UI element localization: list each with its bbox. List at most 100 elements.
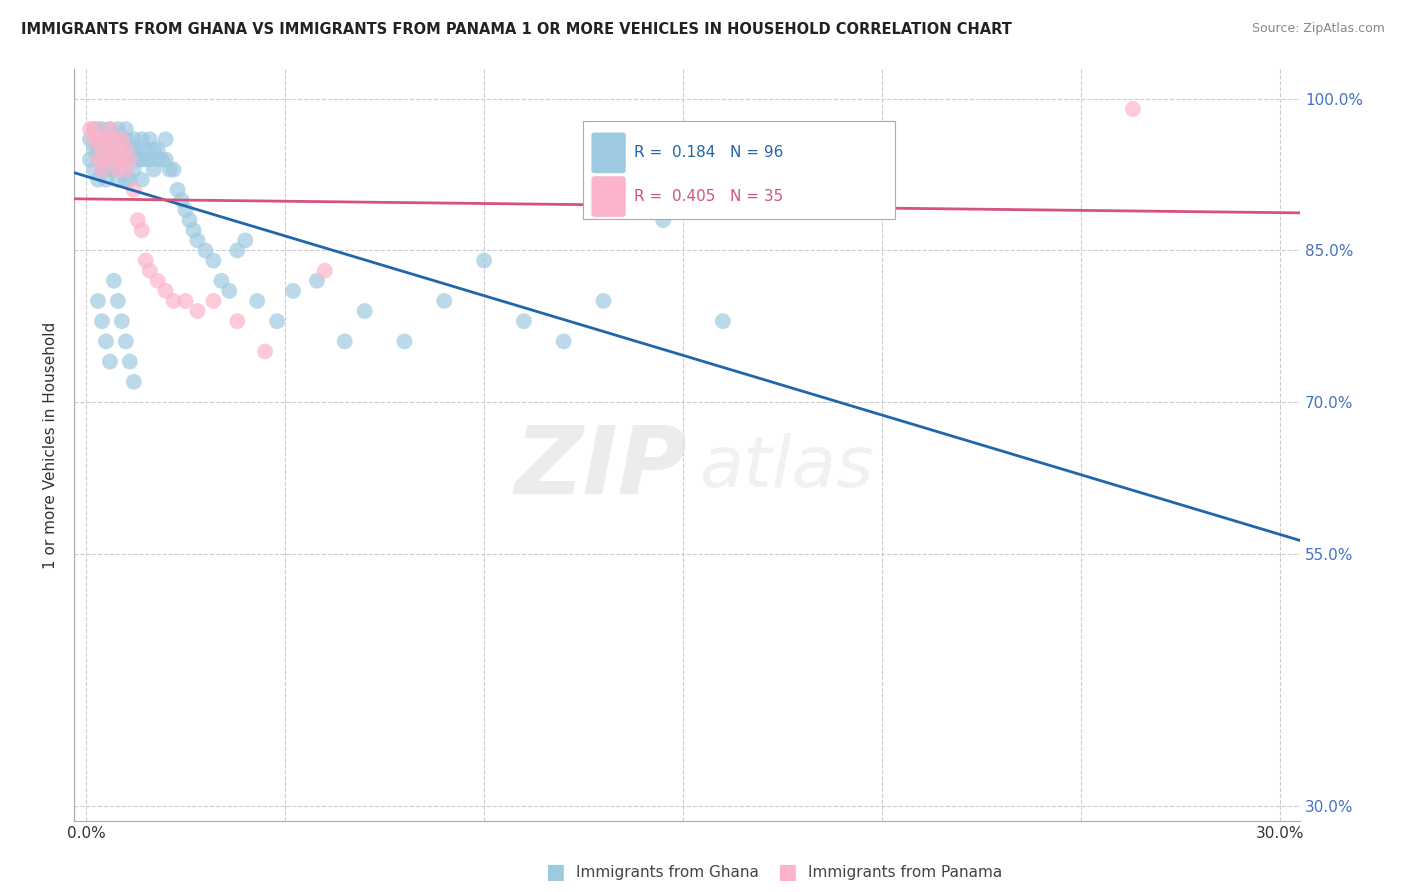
Point bbox=[122, 375, 145, 389]
Point bbox=[122, 162, 145, 177]
Point bbox=[103, 274, 125, 288]
Point bbox=[94, 334, 117, 349]
Point bbox=[107, 153, 129, 167]
Point bbox=[91, 162, 114, 177]
Point bbox=[83, 122, 105, 136]
Point bbox=[118, 354, 141, 368]
Point bbox=[142, 142, 165, 156]
Point bbox=[131, 223, 153, 237]
FancyBboxPatch shape bbox=[592, 133, 626, 173]
Point bbox=[711, 314, 734, 328]
Point bbox=[118, 153, 141, 167]
Point bbox=[122, 142, 145, 156]
Point bbox=[111, 162, 134, 177]
Point bbox=[91, 142, 114, 156]
Point bbox=[103, 142, 125, 156]
Point bbox=[254, 344, 277, 359]
Point bbox=[87, 132, 110, 146]
Point bbox=[170, 193, 193, 207]
Point bbox=[91, 122, 114, 136]
Point bbox=[138, 153, 160, 167]
Text: atlas: atlas bbox=[699, 434, 875, 502]
Text: IMMIGRANTS FROM GHANA VS IMMIGRANTS FROM PANAMA 1 OR MORE VEHICLES IN HOUSEHOLD : IMMIGRANTS FROM GHANA VS IMMIGRANTS FROM… bbox=[21, 22, 1012, 37]
Point bbox=[146, 142, 169, 156]
Point bbox=[131, 153, 153, 167]
Point bbox=[394, 334, 416, 349]
Point bbox=[87, 142, 110, 156]
Point bbox=[1122, 102, 1144, 116]
Point bbox=[179, 213, 201, 227]
Point bbox=[472, 253, 495, 268]
Point bbox=[79, 132, 101, 146]
Point bbox=[146, 153, 169, 167]
FancyBboxPatch shape bbox=[592, 177, 626, 217]
Point bbox=[131, 132, 153, 146]
Point bbox=[122, 132, 145, 146]
Point bbox=[155, 132, 177, 146]
Point bbox=[155, 153, 177, 167]
Point bbox=[353, 304, 375, 318]
Point bbox=[98, 162, 121, 177]
Point bbox=[111, 142, 134, 156]
Point bbox=[186, 304, 208, 318]
Point bbox=[111, 132, 134, 146]
Point bbox=[127, 153, 149, 167]
Point bbox=[107, 122, 129, 136]
Point bbox=[159, 162, 181, 177]
Point bbox=[87, 153, 110, 167]
Point bbox=[122, 183, 145, 197]
Point bbox=[513, 314, 536, 328]
Point bbox=[118, 142, 141, 156]
Point bbox=[118, 172, 141, 186]
Point bbox=[114, 153, 136, 167]
Point bbox=[114, 122, 136, 136]
Text: Source: ZipAtlas.com: Source: ZipAtlas.com bbox=[1251, 22, 1385, 36]
Point bbox=[183, 223, 205, 237]
Point bbox=[209, 274, 232, 288]
Point bbox=[146, 274, 169, 288]
Point bbox=[135, 153, 157, 167]
Point bbox=[107, 293, 129, 308]
Point bbox=[226, 244, 249, 258]
Point bbox=[94, 132, 117, 146]
Point bbox=[114, 162, 136, 177]
Point bbox=[138, 132, 160, 146]
Point bbox=[127, 213, 149, 227]
Point bbox=[114, 142, 136, 156]
Point bbox=[114, 334, 136, 349]
Point bbox=[103, 132, 125, 146]
Text: Immigrants from Ghana: Immigrants from Ghana bbox=[576, 865, 759, 880]
Point bbox=[114, 172, 136, 186]
Point bbox=[94, 142, 117, 156]
Point bbox=[174, 293, 197, 308]
Point bbox=[266, 314, 288, 328]
Point bbox=[94, 132, 117, 146]
Point bbox=[107, 172, 129, 186]
Point bbox=[98, 153, 121, 167]
Point bbox=[652, 213, 675, 227]
Point bbox=[166, 183, 188, 197]
Point bbox=[94, 153, 117, 167]
Text: ■: ■ bbox=[778, 863, 797, 882]
FancyBboxPatch shape bbox=[583, 121, 896, 219]
Point bbox=[155, 284, 177, 298]
Point bbox=[91, 142, 114, 156]
Point bbox=[281, 284, 304, 298]
Point bbox=[592, 293, 614, 308]
Point bbox=[433, 293, 456, 308]
Point bbox=[98, 122, 121, 136]
Point bbox=[246, 293, 269, 308]
Point bbox=[98, 354, 121, 368]
Point bbox=[118, 153, 141, 167]
Point bbox=[314, 263, 336, 277]
Text: R =  0.405   N = 35: R = 0.405 N = 35 bbox=[634, 189, 783, 204]
Point bbox=[87, 172, 110, 186]
Point bbox=[103, 132, 125, 146]
Point bbox=[83, 132, 105, 146]
Point bbox=[202, 253, 225, 268]
Point bbox=[87, 132, 110, 146]
Point bbox=[103, 162, 125, 177]
Point bbox=[150, 153, 173, 167]
Point bbox=[233, 233, 256, 247]
Point bbox=[94, 172, 117, 186]
